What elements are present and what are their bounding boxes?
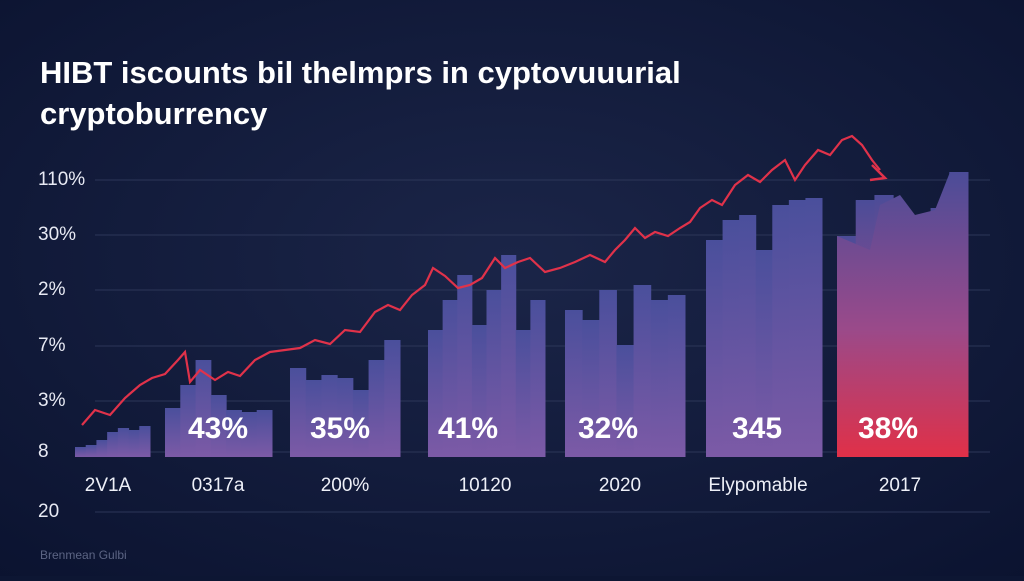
bar-label: 38%: [858, 412, 918, 445]
bar: [457, 275, 473, 457]
bar: [805, 198, 823, 457]
bar: [739, 215, 757, 457]
y-axis-label: 20: [38, 501, 59, 522]
bar: [650, 300, 669, 457]
bar: [616, 345, 635, 457]
bar: [755, 250, 773, 457]
bar: [241, 412, 258, 457]
category-label: 10120: [459, 475, 512, 496]
y-axis-label: 7%: [38, 335, 66, 356]
bar: [722, 220, 740, 457]
bar-label: 43%: [188, 412, 248, 445]
bar-label: 35%: [310, 412, 370, 445]
bar: [428, 330, 444, 457]
bar-label: 345: [732, 412, 782, 445]
bar: [706, 240, 724, 457]
bar: [195, 360, 212, 457]
trend-line: [81, 134, 881, 426]
bar: [117, 428, 130, 457]
bar: [85, 445, 97, 457]
bar: [772, 205, 790, 457]
category-label: 0317a: [192, 475, 245, 496]
bar: [442, 300, 458, 457]
bar: [165, 408, 181, 457]
bar: [599, 290, 617, 457]
bar: [107, 432, 119, 457]
bar: [565, 310, 583, 457]
category-label: Elypomable: [708, 475, 807, 496]
bar: [633, 285, 652, 457]
bar: [352, 390, 370, 457]
bar: [530, 300, 546, 457]
category-label: 2017: [879, 475, 921, 496]
bar: [501, 255, 517, 457]
bar: [128, 430, 140, 457]
y-axis-label: 30%: [38, 224, 76, 245]
trend-arrow: [869, 164, 888, 182]
bar: [515, 330, 531, 457]
bar: [96, 440, 108, 457]
bar: [180, 385, 197, 457]
labels: 110% 30% 2% 7% 3% 8 20 43% 35% 41% 32% 345 38% 2V1A 03…: [38, 169, 921, 522]
category-label: 2020: [599, 475, 641, 496]
bar-shape: [837, 172, 968, 457]
bar: [321, 375, 338, 457]
bar: [75, 447, 87, 457]
y-axis-label: 2%: [38, 279, 66, 300]
title-line: cryptoburrency: [40, 96, 268, 131]
category-label: 2V1A: [85, 475, 132, 496]
y-axis-label: 110%: [38, 169, 85, 190]
bar-label: 41%: [438, 412, 498, 445]
bar: [486, 290, 502, 457]
title-line: HIBT iscounts bil thelmprs in cyptovuuur…: [40, 55, 681, 90]
bar: [368, 360, 385, 457]
bar: [384, 340, 401, 457]
bar: [139, 426, 151, 457]
y-axis-label: 3%: [38, 390, 66, 411]
bar: [582, 320, 600, 457]
y-axis-label: 8: [38, 441, 49, 462]
bar: [667, 295, 686, 457]
bar: [210, 395, 227, 457]
bar: [337, 378, 354, 457]
footer: Brenmean Gulbi: [40, 548, 127, 562]
bar: [305, 380, 322, 457]
bar: [788, 200, 806, 457]
bars: [75, 172, 969, 457]
bar: [256, 410, 273, 457]
bar: [226, 410, 242, 457]
bar: [290, 368, 307, 457]
category-label: 200%: [321, 475, 370, 496]
bar-label: 32%: [578, 412, 638, 445]
bar: [471, 325, 487, 457]
